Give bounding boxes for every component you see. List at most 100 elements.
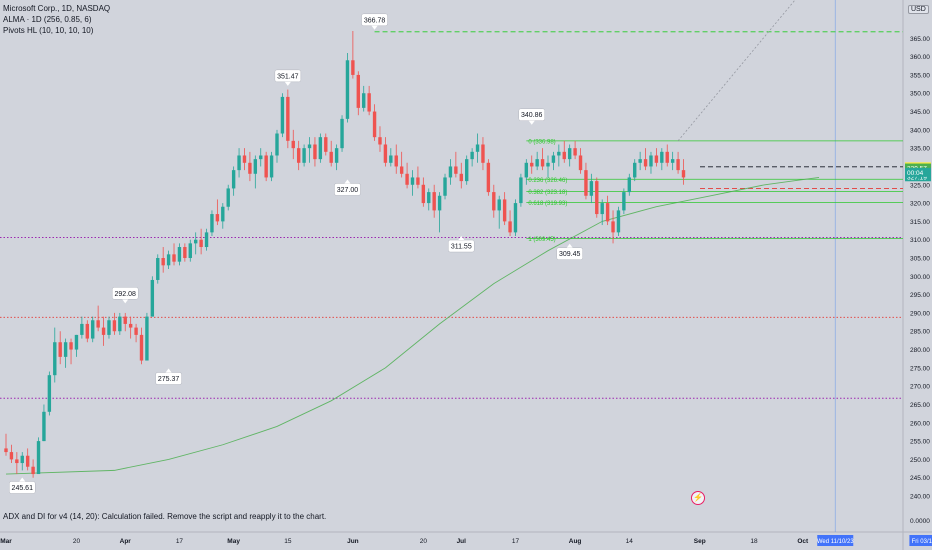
time-marker-badge-text: Fri 03/11/23 (912, 539, 932, 545)
candle-body (492, 192, 496, 211)
fib-level-label: 0 (336.98) (528, 139, 555, 145)
y-tick-label: 315.00 (910, 219, 930, 226)
candle-body (443, 177, 447, 196)
candle-body (74, 334, 79, 350)
candle-body (15, 459, 19, 464)
price-axis-badge-text: 00:04 (907, 170, 924, 177)
symbol-title[interactable]: Microsoft Corp., 1D, NASDAQ (3, 4, 111, 13)
candle-body (502, 199, 507, 222)
candle-body (237, 155, 241, 171)
candle-body (166, 254, 171, 266)
candle-body (91, 320, 95, 339)
y-tick-label: 285.00 (910, 329, 930, 336)
candle-body (318, 137, 323, 160)
y-tick-label: 260.00 (910, 420, 930, 427)
candle-body (600, 203, 604, 215)
candle-body (296, 148, 301, 163)
alma-indicator-label[interactable]: ALMA · 1D (256, 0.85, 6) (3, 15, 92, 24)
candle-body (362, 93, 366, 108)
candle-body (210, 214, 214, 233)
trend-extension-line (677, 0, 796, 142)
candle-body (226, 188, 230, 207)
fib-level-label: 0.382 (323.18) (528, 190, 567, 196)
candle-body (454, 166, 458, 174)
alma-line (5, 177, 820, 475)
candle-body (356, 74, 360, 108)
x-tick-label: Aug (569, 538, 582, 545)
candle-body (248, 162, 252, 174)
candle-body (540, 159, 545, 167)
candle-body (573, 148, 577, 156)
pivot-label-pointer (528, 120, 535, 125)
candle-body (638, 159, 642, 163)
candle-body (53, 342, 57, 376)
candle-body (465, 159, 469, 182)
candle-body (269, 155, 274, 178)
y-tick-label: 280.00 (910, 347, 930, 354)
candle-body (394, 155, 398, 167)
x-tick-label: 14 (626, 538, 634, 545)
y-tick-label: 345.00 (910, 109, 930, 116)
candle-body (665, 151, 669, 163)
candle-body (427, 192, 431, 204)
candle-body (611, 221, 615, 233)
candle-body (204, 232, 209, 248)
candle-body (551, 155, 556, 163)
candle-body (96, 320, 100, 328)
x-tick-label: 18 (750, 538, 758, 545)
candle-body (372, 111, 377, 138)
y-tick-label: 320.00 (910, 201, 930, 208)
candle-body (367, 93, 371, 112)
candle-body (58, 342, 62, 357)
candle-body (150, 279, 155, 317)
candle-body (118, 316, 122, 332)
candle-body (535, 159, 539, 167)
candle-body (578, 155, 583, 171)
fib-level-label: 0.236 (326.46) (528, 178, 567, 184)
candle-body (123, 316, 127, 324)
x-tick-label: 17 (176, 538, 184, 545)
x-tick-label: May (227, 538, 240, 545)
candle-body (183, 247, 187, 259)
candle-body (437, 195, 442, 211)
y-tick-label: 240.00 (910, 494, 930, 501)
currency-button[interactable]: USD (908, 5, 929, 14)
fib-level-label: 0.618 (319.93) (528, 201, 567, 207)
candle-body (199, 239, 203, 248)
pivot-label-pointer (19, 477, 26, 482)
candle-body (643, 159, 648, 167)
pivots-indicator-label[interactable]: Pivots HL (10, 10, 10, 10) (3, 26, 94, 35)
pivot-label-pointer (458, 236, 465, 241)
pivot-label-text: 275.37 (158, 376, 180, 383)
candle-body (286, 96, 290, 141)
candle-body (215, 214, 220, 222)
candle-body (85, 323, 89, 339)
candle-body (231, 170, 236, 189)
candle-body (280, 96, 285, 134)
x-tick-label: Oct (797, 538, 809, 545)
candle-body (567, 148, 572, 160)
price-axis-badge (905, 167, 931, 177)
y-tick-label: 295.00 (910, 292, 930, 299)
pivot-label-pointer (566, 243, 573, 248)
candle-body (156, 258, 160, 280)
candle-body (681, 170, 686, 178)
x-tick-label: 20 (73, 538, 81, 545)
candle-body (345, 60, 350, 119)
x-tick-label: 20 (420, 538, 428, 545)
y-tick-label: 350.00 (910, 91, 930, 98)
x-tick-label: Jun (347, 538, 359, 545)
candle-body (324, 137, 328, 152)
candle-body (627, 177, 631, 193)
candle-body (313, 144, 317, 160)
y-tick-label: 305.00 (910, 256, 930, 263)
candle-body (145, 316, 149, 361)
pivot-label-text: 292.08 (115, 291, 137, 298)
candle-body (557, 151, 561, 156)
lightning-icon[interactable]: ⚡ (691, 491, 705, 505)
y-tick-label: 355.00 (910, 72, 930, 79)
candle-body (63, 342, 68, 357)
pivot-label-pointer (122, 299, 129, 304)
